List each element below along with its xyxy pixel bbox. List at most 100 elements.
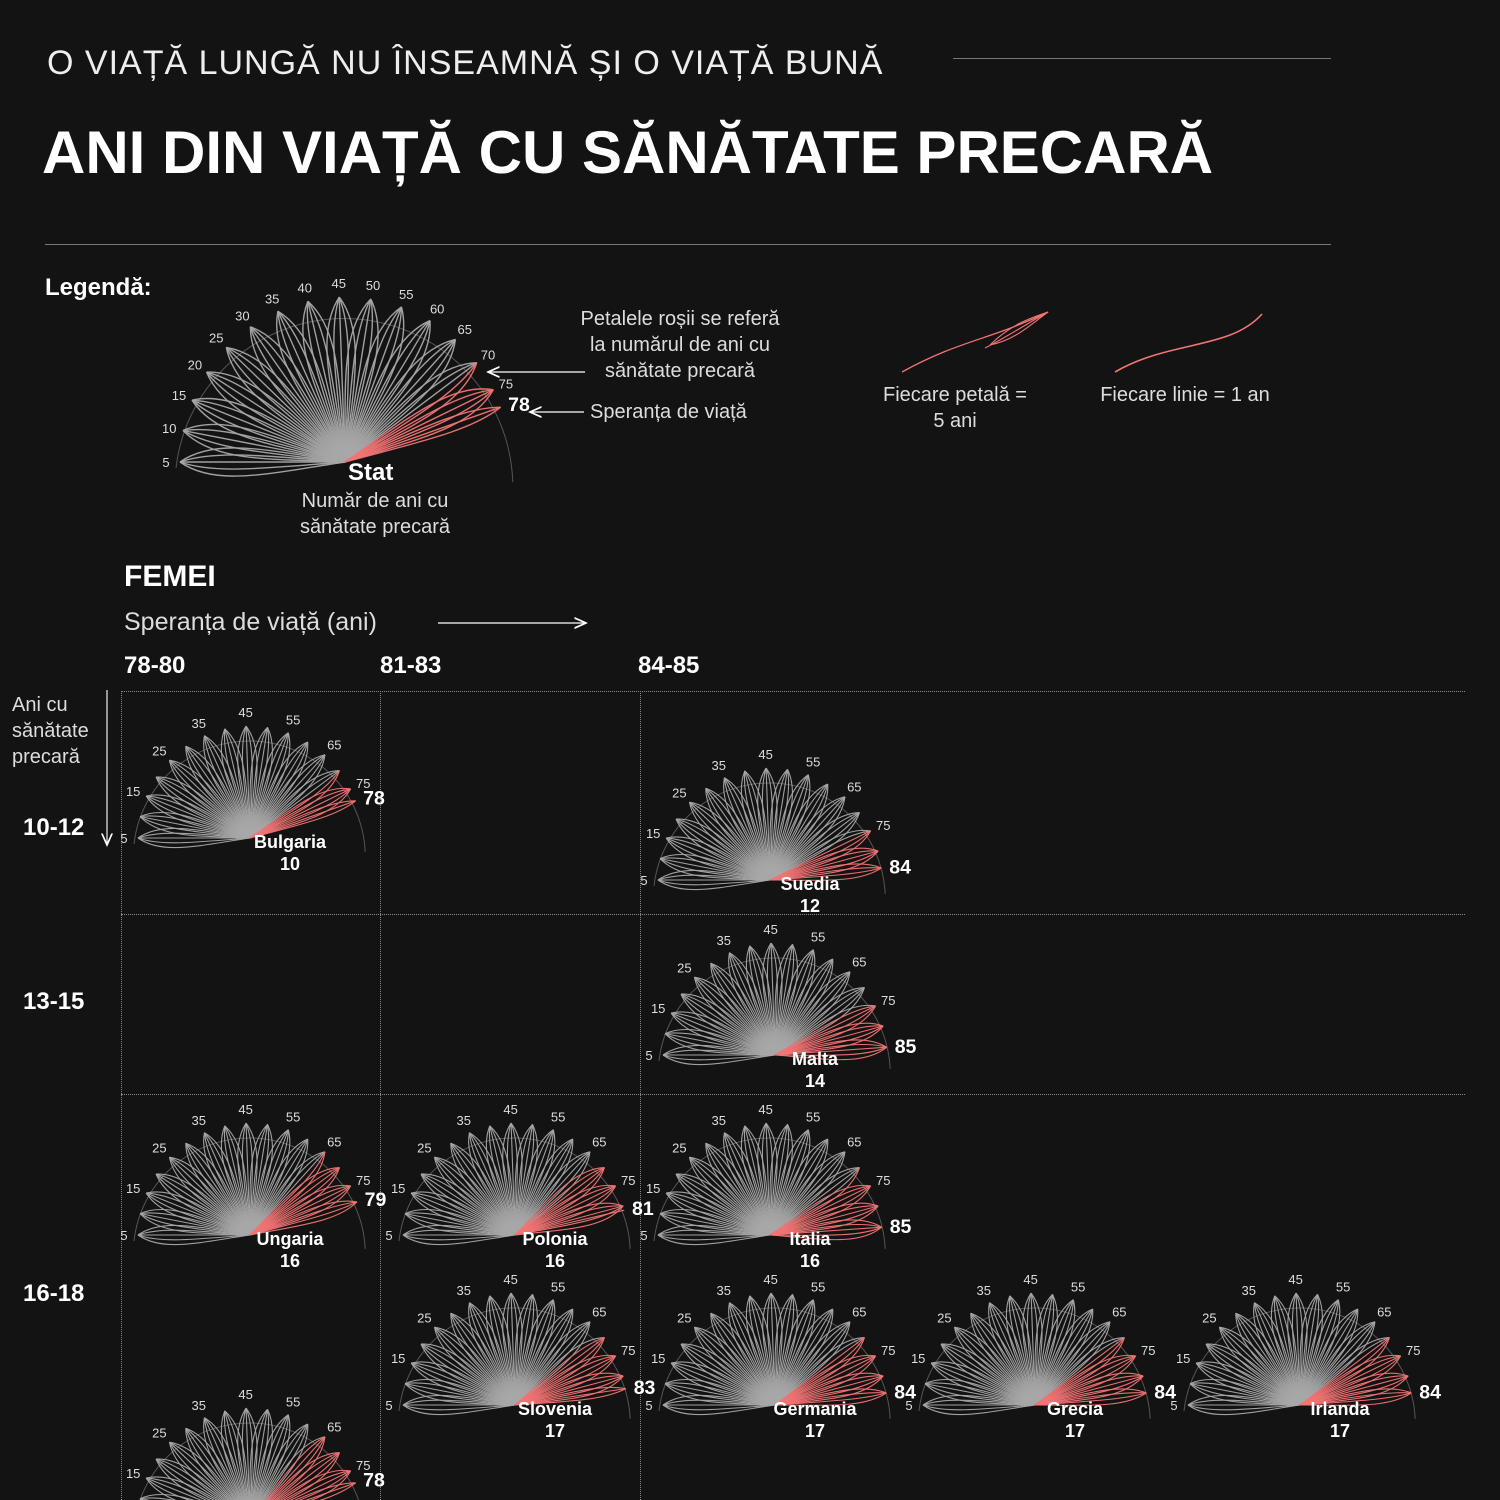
healthy-year-line (1034, 1337, 1125, 1406)
healthy-year-line (769, 1124, 794, 1236)
healthy-year-line (723, 777, 771, 881)
petal (249, 800, 356, 839)
healthy-year-line (488, 1125, 516, 1236)
petal (769, 829, 872, 881)
healthy-year-line (774, 1308, 834, 1406)
petal (237, 725, 258, 839)
petal (988, 1302, 1036, 1406)
healthy-year-line (514, 1308, 574, 1406)
poor-health-year-line (774, 1025, 884, 1056)
healthy-year-line (434, 1326, 516, 1406)
healthy-year-line (223, 1125, 251, 1236)
petal (203, 1132, 251, 1236)
healthy-year-line (514, 1321, 591, 1406)
healthy-year-line (1022, 1292, 1036, 1406)
healthy-year-line (705, 788, 771, 881)
petal (769, 1138, 829, 1236)
healthy-year-line (1009, 1295, 1036, 1406)
healthy-year-line (224, 1125, 251, 1236)
healthy-year-line (680, 1343, 776, 1406)
healthy-year-line (769, 1151, 846, 1236)
healthy-year-line (510, 1122, 523, 1236)
petal (402, 1224, 516, 1246)
healthy-year-line (953, 1326, 1036, 1406)
petal (1253, 1302, 1301, 1406)
petal (225, 346, 346, 463)
healthy-year-line (705, 1143, 771, 1236)
country-name: Ungaria (256, 1229, 324, 1249)
healthy-year-line (728, 952, 776, 1056)
tick-label: 55 (811, 930, 825, 945)
tick-label: 45 (503, 1272, 517, 1287)
healthy-year-line (185, 1427, 239, 1500)
tick-label: 75 (881, 993, 895, 1008)
poor-health-year-line (1034, 1375, 1144, 1406)
healthy-year-line (1189, 1383, 1301, 1406)
healthy-year-line (139, 811, 251, 839)
poor-health-year-line (344, 389, 494, 463)
healthy-year-line (657, 879, 771, 891)
healthy-year-line (420, 1173, 516, 1236)
healthy-year-line (681, 1343, 776, 1406)
healthy-year-line (139, 1208, 251, 1236)
petal (1189, 1378, 1301, 1406)
healthy-year-line (774, 1293, 793, 1406)
healthy-year-line (450, 1312, 516, 1406)
petal (514, 1308, 574, 1406)
healthy-year-line (433, 1326, 516, 1406)
healthy-year-line (744, 770, 771, 881)
poor-health-year-line (514, 1388, 626, 1406)
healthy-year-line (693, 1327, 776, 1406)
petal (137, 1224, 251, 1246)
tick-label: 20 (188, 358, 202, 373)
petal (1235, 1312, 1301, 1406)
healthy-year-line (514, 1293, 533, 1406)
healthy-year-line (774, 987, 865, 1056)
poor-health-years-label: 16 (545, 1251, 565, 1271)
poor-health-year-line (514, 1185, 616, 1236)
healthy-year-line (1299, 1299, 1339, 1406)
tick-label: 25 (152, 1425, 166, 1440)
healthy-year-line (728, 1302, 776, 1406)
country-name: Grecia (1047, 1399, 1104, 1419)
healthy-year-line (665, 1192, 771, 1236)
healthy-year-line (185, 1142, 251, 1236)
poor-health-year-line (514, 1205, 624, 1236)
petal (277, 1469, 352, 1500)
healthy-year-line (468, 1302, 516, 1406)
poor-health-year-line (774, 1392, 887, 1406)
healthy-year-line (1219, 1326, 1301, 1406)
healthy-year-line (249, 754, 326, 839)
healthy-year-line (433, 1327, 516, 1406)
healthy-year-line (185, 746, 251, 839)
healthy-year-line (220, 1410, 243, 1500)
poor-health-year-line (1299, 1355, 1402, 1406)
grid-line (380, 691, 381, 1500)
legend-heading: Legendă: (45, 274, 152, 301)
healthy-year-line (155, 776, 251, 839)
poor-health-year-line (1034, 1354, 1136, 1406)
healthy-year-line (250, 326, 346, 463)
healthy-year-line (506, 1122, 516, 1236)
poor-health-year-line (249, 1201, 358, 1236)
healthy-year-line (514, 1129, 556, 1236)
legend-le-note: Speranța de viață (590, 401, 747, 423)
healthy-year-line (469, 1302, 516, 1406)
petal (774, 1022, 884, 1056)
healthy-year-line (203, 735, 251, 839)
healthy-year-line (137, 832, 251, 839)
petal (302, 300, 346, 463)
healthy-year-line (680, 993, 776, 1056)
healthy-year-line (769, 1129, 809, 1236)
petal (344, 319, 431, 463)
poor-health-year-line (774, 1005, 877, 1056)
healthy-year-line (765, 1122, 778, 1236)
legend-petal-note: Fiecare petală = 5 ani (883, 384, 1027, 432)
healthy-year-line (922, 1404, 1036, 1411)
poor-health-year-line (514, 1355, 616, 1406)
country-name: Bulgaria (254, 832, 327, 852)
healthy-year-line (1295, 1292, 1303, 1406)
healthy-year-line (729, 1302, 776, 1406)
